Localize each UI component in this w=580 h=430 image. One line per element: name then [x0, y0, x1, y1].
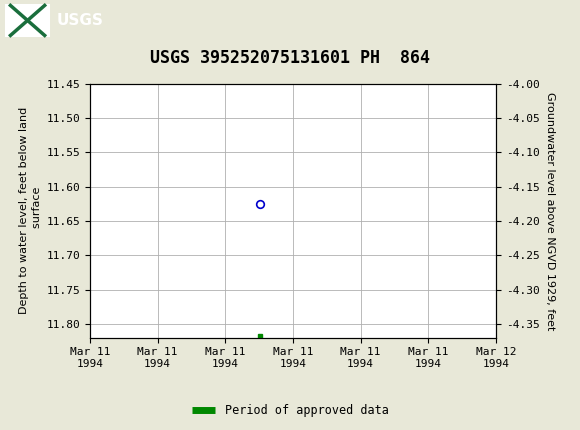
- Y-axis label: Depth to water level, feet below land
  surface: Depth to water level, feet below land su…: [19, 107, 42, 314]
- Text: USGS: USGS: [56, 13, 103, 28]
- Text: USGS 395252075131601 PH  864: USGS 395252075131601 PH 864: [150, 49, 430, 67]
- Bar: [6, 5, 49, 36]
- Legend: Period of approved data: Period of approved data: [187, 399, 393, 422]
- Y-axis label: Groundwater level above NGVD 1929, feet: Groundwater level above NGVD 1929, feet: [545, 92, 555, 330]
